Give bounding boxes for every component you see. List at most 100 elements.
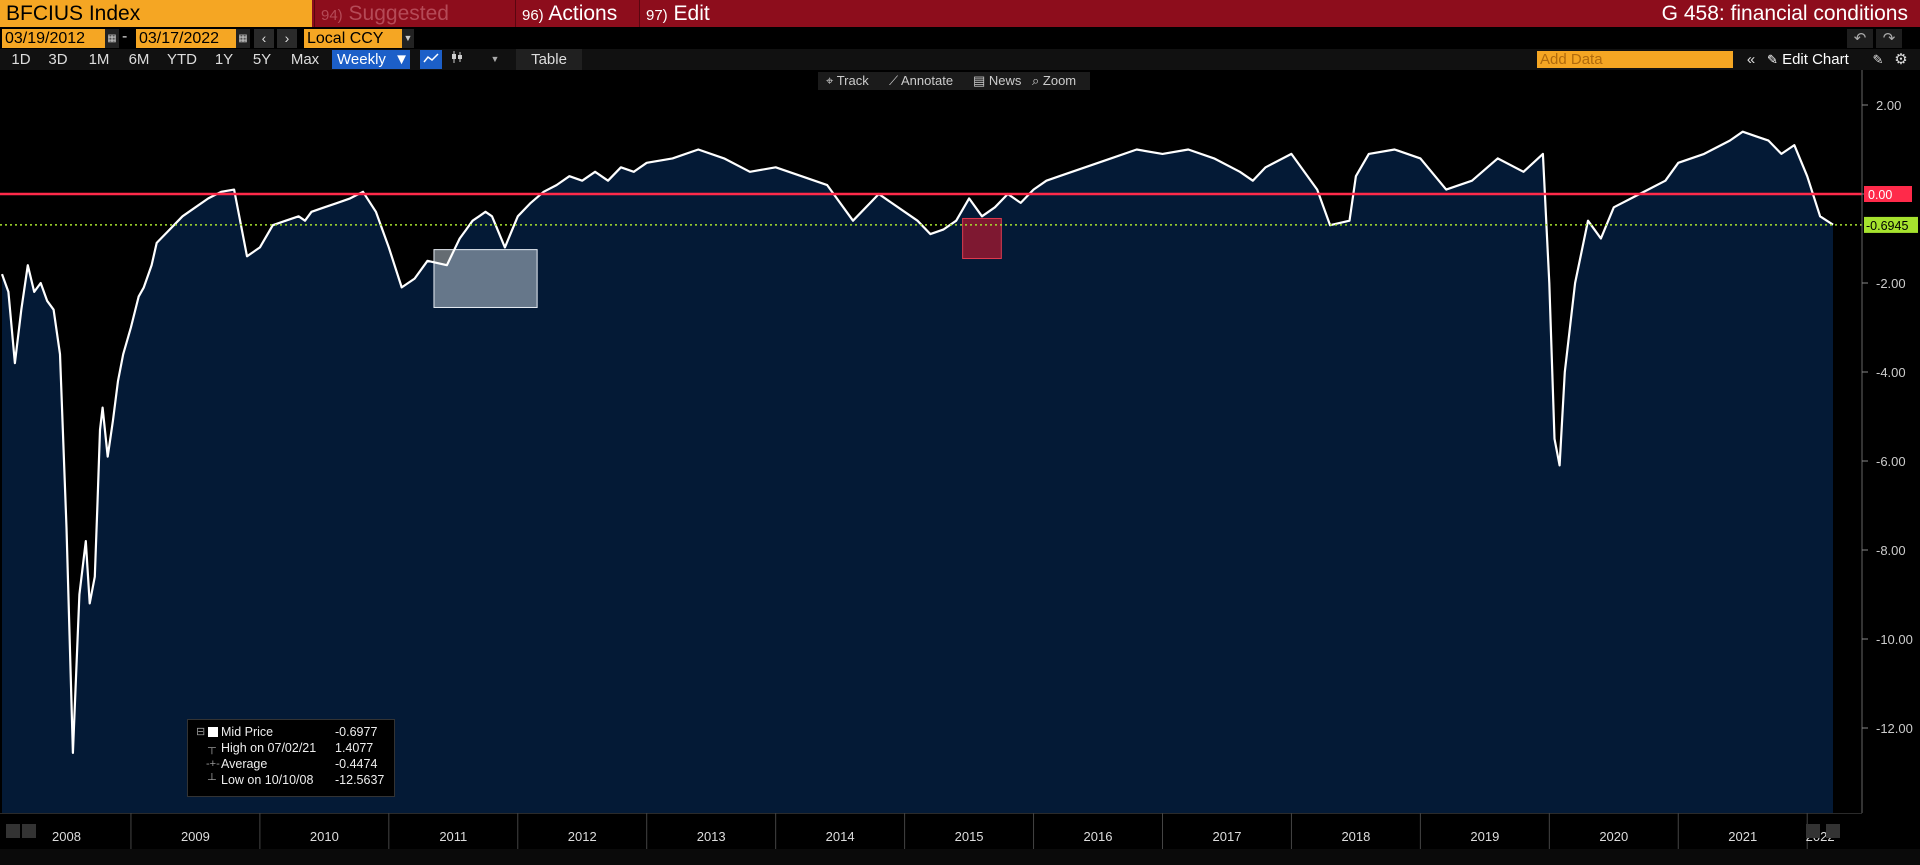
toolbar: 1D 3D 1M 6M YTD 1Y 5Y Max Weekly ▼ ▼ Tab… xyxy=(0,49,1920,70)
zero-label: 0.00 xyxy=(1868,188,1892,202)
legend-label: Average xyxy=(221,757,268,771)
calendar-icon[interactable]: ▦ xyxy=(236,29,250,48)
chart[interactable]: 2.00 0.00 -2.00 -4.00 -6.00 -8.00 -10.00 -12.00… xyxy=(0,70,1920,865)
next-period-icon[interactable]: › xyxy=(277,29,297,48)
legend-value: 1.4077 xyxy=(335,741,374,755)
x-tick-label: 2014 xyxy=(826,829,855,844)
annotate-label: Annotate xyxy=(901,73,954,88)
scroll-nav-icon xyxy=(1826,824,1840,838)
actions-label: Actions xyxy=(548,2,618,25)
x-axis: 2008 2009 2010 2011 2012 2013 2014 2015 2016 2017… xyxy=(0,813,1862,849)
chevron-down-icon: ▼ xyxy=(394,51,409,68)
legend-label: Low on 10/10/08 xyxy=(221,773,314,787)
gear-icon[interactable]: ⚙ xyxy=(1894,51,1908,68)
edit-icon[interactable]: ✎ xyxy=(1872,52,1884,67)
chevron-down-icon[interactable]: ▼ xyxy=(490,54,500,64)
suggested-charts-button[interactable]: 94) Suggested Charts xyxy=(314,0,513,54)
y-tick-label: -6.00 xyxy=(1876,454,1906,469)
track-tool[interactable]: ⌖ Track xyxy=(826,72,869,90)
y-tick-label: -12.00 xyxy=(1876,721,1913,736)
x-tick-label: 2021 xyxy=(1728,829,1757,844)
period-1y[interactable]: 1Y xyxy=(214,51,234,68)
y-tick-label: 2.00 xyxy=(1876,98,1901,113)
title-bar: BFCIUS Index 94) Suggested Charts 96) Ac… xyxy=(0,0,1920,54)
suggested-charts-number: 94) xyxy=(321,7,343,24)
period-1d[interactable]: 1D xyxy=(11,51,31,68)
actions-button[interactable]: 96) Actions ▼ xyxy=(515,0,637,49)
legend-box: ⊟ Mid Price -0.6977 ┬ High on 07/02/21 1… xyxy=(187,719,395,797)
edit-chart-label: Edit Chart xyxy=(1782,51,1849,68)
plot-layer xyxy=(0,130,1862,813)
table-button[interactable]: Table xyxy=(516,49,582,70)
legend-row-high: ┬ High on 07/02/21 1.4077 xyxy=(188,740,394,756)
legend-row-mid-price: ⊟ Mid Price -0.6977 xyxy=(188,724,394,740)
redo-icon[interactable]: ↷ xyxy=(1876,29,1902,48)
crosshair-icon: ⌖ xyxy=(826,73,834,88)
last-price-badge xyxy=(1864,216,1918,233)
candlestick-icon[interactable] xyxy=(448,50,466,69)
x-tick-label: 2019 xyxy=(1470,829,1499,844)
collapse-icon[interactable]: ⊟ xyxy=(196,726,206,738)
pencil-icon: ✎ xyxy=(1767,52,1778,67)
period-max[interactable]: Max xyxy=(290,51,320,68)
period-6m[interactable]: 6M xyxy=(128,51,150,68)
series-swatch-icon xyxy=(208,727,218,737)
x-tick-label: 2016 xyxy=(1084,829,1113,844)
y-tick-label: -2.00 xyxy=(1876,276,1906,291)
edit-chart-button[interactable]: ✎ Edit Chart xyxy=(1767,49,1849,70)
frequency-dropdown[interactable]: Weekly ▼ xyxy=(332,50,410,69)
bottom-scroll-strip[interactable] xyxy=(0,849,1920,865)
x-tick-label: 2009 xyxy=(181,829,210,844)
legend-row-low: ┴ Low on 10/10/08 -12.5637 xyxy=(188,772,394,788)
page-title: G 458: financial conditions xyxy=(1661,2,1908,25)
scroll-nav-icon xyxy=(1806,824,1820,838)
edit-button[interactable]: 97) Edit ▼ xyxy=(639,0,731,49)
y-tick-label: -8.00 xyxy=(1876,543,1906,558)
average-marker-icon: -+- xyxy=(206,758,220,770)
highlight-box xyxy=(433,249,538,308)
add-data-input[interactable] xyxy=(1537,51,1733,68)
pencil-icon: ⟋ xyxy=(889,73,899,88)
line-chart-icon[interactable] xyxy=(420,50,442,69)
x-tick-label: 2015 xyxy=(955,829,984,844)
currency-field[interactable]: Local CCY xyxy=(304,29,402,48)
edit-number: 97) xyxy=(646,7,668,24)
security-field[interactable]: BFCIUS Index xyxy=(0,0,312,27)
track-label: Track xyxy=(836,73,869,88)
x-tick-label: 2020 xyxy=(1599,829,1628,844)
undo-icon[interactable]: ↶ xyxy=(1847,29,1873,48)
news-tool[interactable]: ▤ News xyxy=(973,72,1021,90)
zoom-tool[interactable]: ⌕ Zoom xyxy=(1032,72,1076,90)
edit-label: Edit xyxy=(673,2,710,25)
scroll-nav-icon xyxy=(6,824,20,838)
legend-value: -0.6977 xyxy=(335,725,378,739)
high-marker-icon: ┬ xyxy=(208,742,216,754)
calendar-icon[interactable]: ▦ xyxy=(105,29,119,48)
prev-period-icon[interactable]: ‹ xyxy=(254,29,274,48)
zero-badge xyxy=(1864,186,1912,202)
date-separator: - xyxy=(122,28,128,45)
x-tick-label: 2010 xyxy=(310,829,339,844)
annotate-tool[interactable]: ⟋ Annotate xyxy=(889,72,953,90)
x-tick-label: 2018 xyxy=(1341,829,1370,844)
period-ytd[interactable]: YTD xyxy=(167,51,197,68)
period-5y[interactable]: 5Y xyxy=(252,51,272,68)
chevron-down-icon[interactable]: ▼ xyxy=(402,29,414,48)
collapse-icon[interactable]: « xyxy=(1746,51,1756,68)
date-bar: 03/19/2012 ▦ - 03/17/2022 ▦ ‹ › Local CC… xyxy=(0,27,1920,49)
x-tick-label: 2008 xyxy=(52,829,81,844)
y-tick-label: -4.00 xyxy=(1876,365,1906,380)
period-1m[interactable]: 1M xyxy=(88,51,110,68)
zoom-label: Zoom xyxy=(1042,73,1077,88)
legend-value: -12.5637 xyxy=(335,773,385,787)
actions-number: 96) xyxy=(522,7,544,24)
chart-tools-bar: ⌖ Track ⟋ Annotate ▤ News ⌕ Zoom xyxy=(818,72,1090,90)
legend-value: -0.4474 xyxy=(335,757,378,771)
period-3d[interactable]: 3D xyxy=(48,51,68,68)
x-tick-label: 2011 xyxy=(439,829,467,844)
zoom-icon: ⌕ xyxy=(1032,73,1040,88)
low-marker-icon: ┴ xyxy=(208,774,216,786)
y-tick-label: -10.00 xyxy=(1876,632,1913,647)
end-date-field[interactable]: 03/17/2022 xyxy=(136,29,236,48)
start-date-field[interactable]: 03/19/2012 xyxy=(2,29,105,48)
